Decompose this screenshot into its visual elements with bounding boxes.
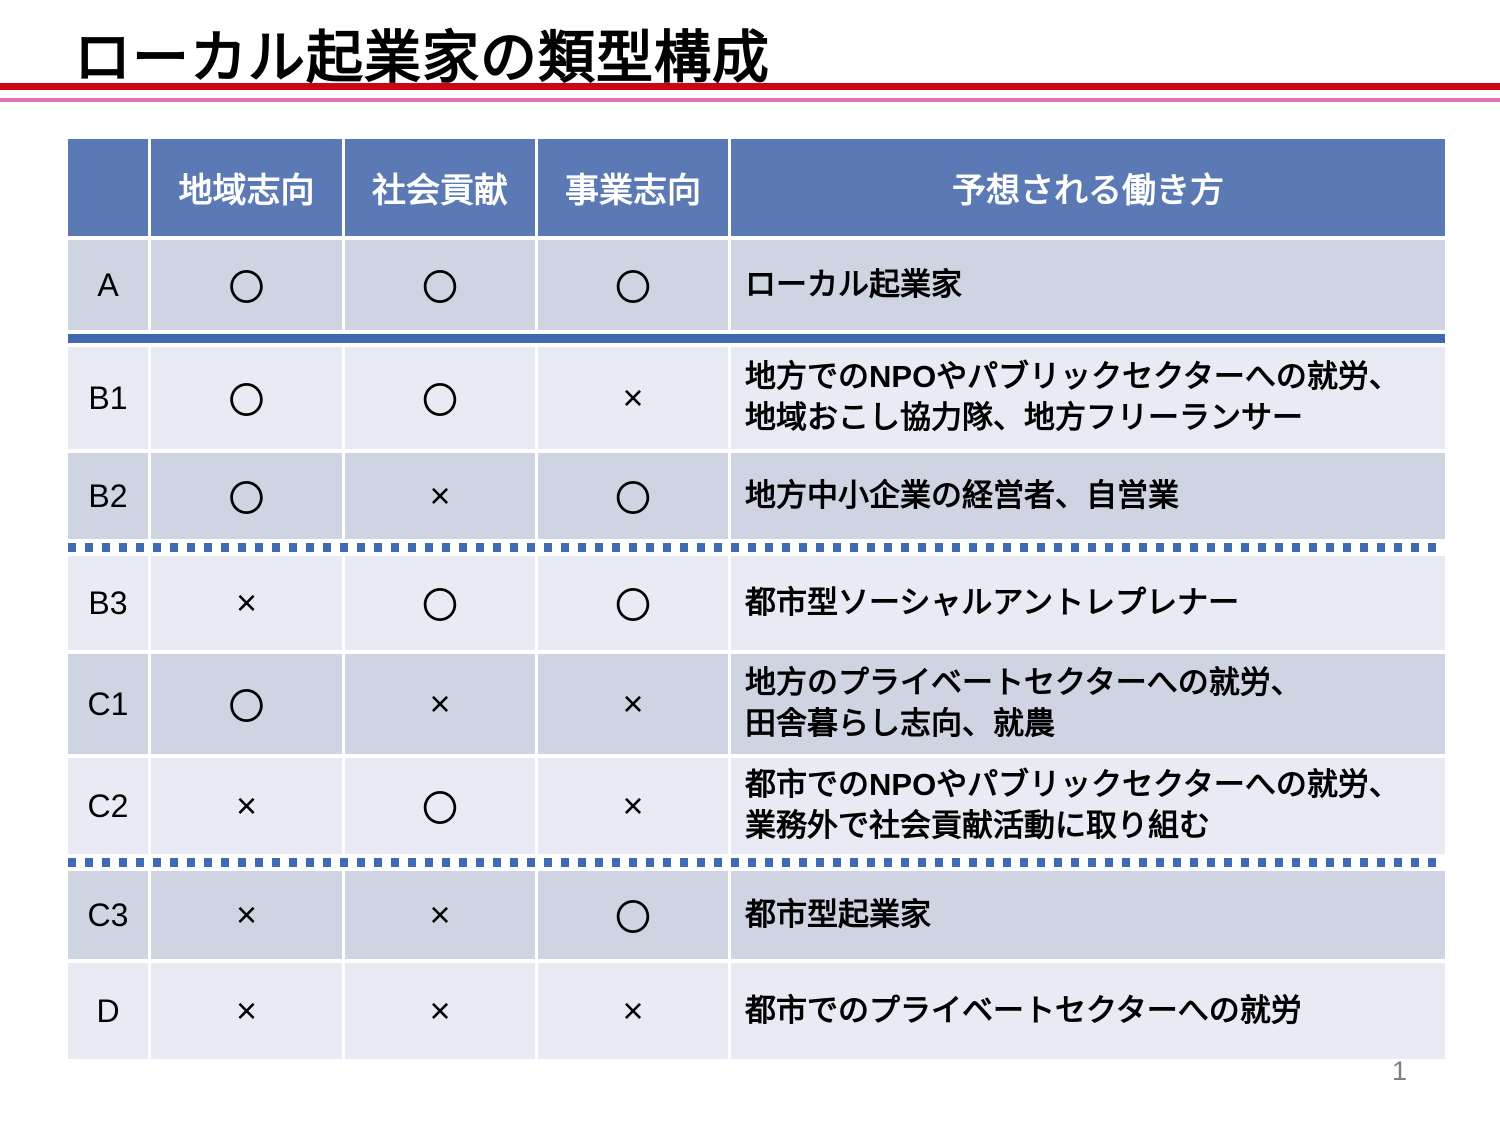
mark-cell: 〇 [151, 453, 342, 539]
mark-cell: 〇 [345, 556, 535, 650]
header-cell-social: 社会貢献 [345, 139, 535, 236]
typology-table: 地域志向 社会貢献 事業志向 予想される働き方 A 〇 〇 〇 ローカル起業家 … [68, 139, 1445, 1059]
dotted-divider [68, 858, 1445, 867]
mark-cell: × [538, 758, 728, 854]
row-label: D [68, 963, 148, 1059]
row-label: C2 [68, 758, 148, 854]
header-cell-regional: 地域志向 [151, 139, 342, 236]
table-row-b2: B2 〇 × 〇 地方中小企業の経営者、自営業 [68, 453, 1445, 539]
mark-cell: 〇 [345, 347, 535, 449]
row-label: B3 [68, 556, 148, 650]
header-cell-workstyle: 予想される働き方 [731, 139, 1445, 236]
table-row-c1: C1 〇 × × 地方のプライベートセクターへの就労、 田舎暮らし志向、就農 [68, 654, 1445, 754]
mark-cell: × [538, 347, 728, 449]
dotted-divider [68, 543, 1445, 552]
row-label: B2 [68, 453, 148, 539]
mark-cell: 〇 [345, 240, 535, 330]
page-number: 1 [1392, 1056, 1408, 1086]
row-description: 都市型ソーシャルアントレプレナー [731, 556, 1445, 650]
header-cell-blank [68, 139, 148, 236]
mark-cell: × [151, 871, 342, 959]
row-label: B1 [68, 347, 148, 449]
table-row-a: A 〇 〇 〇 ローカル起業家 [68, 240, 1445, 330]
mark-cell: 〇 [151, 347, 342, 449]
mark-cell: × [538, 963, 728, 1059]
row-description: 地方中小企業の経営者、自営業 [731, 453, 1445, 539]
row-description: ローカル起業家 [731, 240, 1445, 330]
mark-cell: 〇 [538, 556, 728, 650]
title-underline-pink [0, 98, 1500, 102]
table-header-row: 地域志向 社会貢献 事業志向 予想される働き方 [68, 139, 1445, 236]
row-description: 地方でのNPOやパブリックセクターへの就労、 地域おこし協力隊、地方フリーランサ… [731, 347, 1445, 449]
mark-cell: × [345, 453, 535, 539]
row-description: 地方のプライベートセクターへの就労、 田舎暮らし志向、就農 [731, 654, 1445, 754]
mark-cell: × [151, 758, 342, 854]
table-row-c3: C3 × × 〇 都市型起業家 [68, 871, 1445, 959]
header-cell-business: 事業志向 [538, 139, 728, 236]
mark-cell: 〇 [538, 240, 728, 330]
table-row-d: D × × × 都市でのプライベートセクターへの就労 [68, 963, 1445, 1059]
mark-cell: × [538, 654, 728, 754]
mark-cell: 〇 [345, 758, 535, 854]
mark-cell: × [345, 654, 535, 754]
mark-cell: 〇 [538, 871, 728, 959]
row-description: 都市型起業家 [731, 871, 1445, 959]
table-row-b3: B3 × 〇 〇 都市型ソーシャルアントレプレナー [68, 556, 1445, 650]
mark-cell: × [345, 963, 535, 1059]
solid-divider [68, 334, 1445, 343]
row-label: A [68, 240, 148, 330]
row-description: 都市でのNPOやパブリックセクターへの就労、 業務外で社会貢献活動に取り組む [731, 758, 1445, 854]
row-label: C3 [68, 871, 148, 959]
row-label: C1 [68, 654, 148, 754]
row-description: 都市でのプライベートセクターへの就労 [731, 963, 1445, 1059]
mark-cell: × [345, 871, 535, 959]
mark-cell: 〇 [151, 654, 342, 754]
mark-cell: × [151, 963, 342, 1059]
mark-cell: 〇 [538, 453, 728, 539]
table-row-c2: C2 × 〇 × 都市でのNPOやパブリックセクターへの就労、 業務外で社会貢献… [68, 758, 1445, 854]
page-title: ローカル起業家の類型構成 [74, 26, 770, 90]
table-row-b1: B1 〇 〇 × 地方でのNPOやパブリックセクターへの就労、 地域おこし協力隊… [68, 347, 1445, 449]
title-underline-red [0, 83, 1500, 90]
mark-cell: 〇 [151, 240, 342, 330]
mark-cell: × [151, 556, 342, 650]
